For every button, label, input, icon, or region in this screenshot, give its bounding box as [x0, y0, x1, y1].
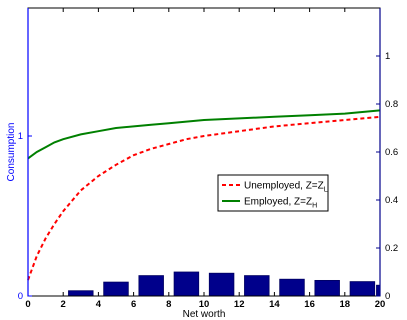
- x-tick-label-2: 4: [96, 299, 102, 310]
- bar-1: [103, 281, 129, 297]
- bar-2: [138, 275, 164, 297]
- x-axis: 0 2 4 6 8 10 12 14 16 18 20: [25, 8, 385, 310]
- plot-frame: [27, 7, 381, 297]
- bar-8: [349, 281, 376, 297]
- x-tick-label-4: 8: [166, 299, 171, 310]
- y-left-tick-label-1: 1: [18, 131, 23, 142]
- x-tick-label-7: 14: [269, 299, 280, 310]
- legend-box: [217, 174, 329, 212]
- legend-subscript-0: L: [324, 187, 328, 194]
- y-right-tick-label-1: 0.2: [385, 243, 398, 254]
- bar-7: [314, 279, 340, 297]
- line-series-group: [27, 109, 381, 281]
- bar-series: [68, 271, 381, 297]
- y-axis-right: 0 0.2 0.4 0.6 0.8 1: [376, 8, 398, 302]
- x-tick-label-3: 6: [131, 299, 136, 310]
- y-right-tick-label-2: 0.4: [385, 195, 398, 206]
- y-right-tick-label-3: 0.6: [385, 147, 398, 158]
- bar-5: [244, 275, 270, 297]
- x-tick-label-5: 10: [199, 299, 210, 310]
- x-tick-label-10: 20: [375, 299, 386, 310]
- unemployed-line: [27, 115, 381, 281]
- legend-subscript-1: H: [312, 203, 317, 210]
- y-right-tick-label-5: 1: [385, 51, 390, 62]
- y-left-tick-label-0: 0: [18, 291, 23, 302]
- y-axis-left: 01: [18, 8, 32, 302]
- y-right-tick-label-4: 0.8: [385, 99, 398, 110]
- employed-line: [27, 109, 381, 160]
- x-tick-label-6: 12: [234, 299, 245, 310]
- x-axis-title: Net worth: [183, 309, 226, 320]
- x-tick-label-0: 0: [25, 299, 30, 310]
- legend: Unemployed, Z=ZL Employed, Z=ZH: [217, 174, 329, 212]
- y-right-tick-label-0: 0: [385, 291, 390, 302]
- x-tick-label-8: 16: [304, 299, 315, 310]
- x-tick-label-1: 2: [61, 299, 66, 310]
- legend-label-0: Unemployed, Z=ZL: [244, 181, 328, 194]
- y-axis-title: Consumption: [6, 123, 17, 182]
- legend-label-1: Employed, Z=ZH: [244, 197, 317, 210]
- bar-0: [68, 290, 94, 297]
- bar-4: [208, 272, 235, 297]
- bar-3: [173, 271, 200, 297]
- bar-6: [279, 278, 305, 297]
- x-tick-label-9: 18: [340, 299, 351, 310]
